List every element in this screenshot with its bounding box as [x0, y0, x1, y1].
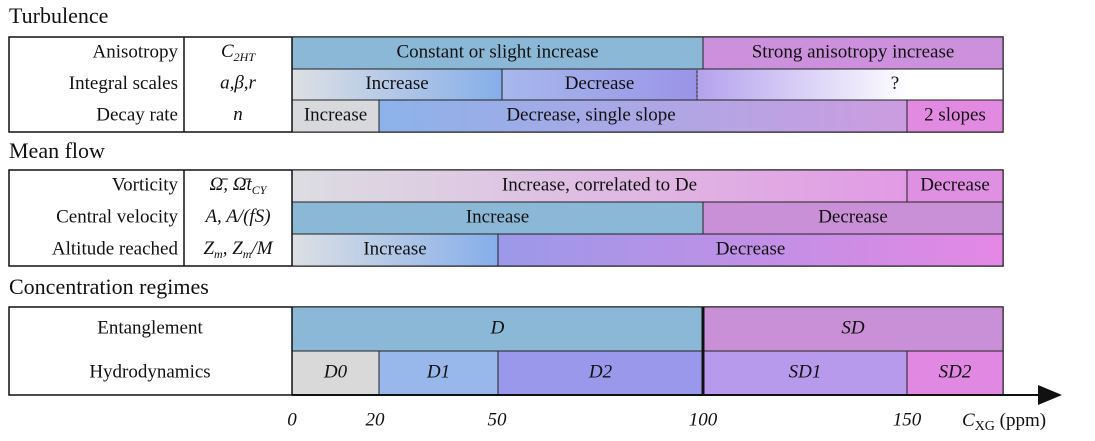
row-label: Integral scales	[69, 73, 178, 94]
segment-label: D2	[588, 361, 613, 382]
segment	[702, 36, 1004, 70]
segment-label: SD2	[939, 361, 972, 382]
row-symbol: a,β,r	[220, 73, 256, 94]
section-title: Mean flow	[9, 138, 105, 163]
segment-label: D0	[323, 361, 348, 382]
row-symbol: A, A/(fS)	[203, 206, 270, 227]
segment-label: D1	[426, 361, 450, 382]
segment-label: Decrease, single slope	[506, 104, 675, 125]
subscript: CY	[252, 183, 268, 197]
row-label: Altitude reached	[52, 238, 179, 259]
subscript: m	[243, 247, 252, 261]
axis-tick-label: 100	[689, 409, 718, 430]
segment-label: Constant or slight increase	[396, 41, 598, 62]
section-title: Turbulence	[9, 3, 108, 28]
text-part: Z	[203, 238, 214, 259]
segment-label: SD	[841, 317, 865, 338]
text-part: , Z	[223, 238, 244, 259]
segment	[291, 306, 704, 352]
row-label: Hydrodynamics	[89, 361, 210, 382]
segment	[291, 169, 908, 203]
segment	[702, 350, 908, 396]
segment-label: Increase	[363, 238, 426, 259]
row-label: Vorticity	[112, 174, 179, 195]
segment-label: Decrease	[818, 206, 888, 227]
row-label: Entanglement	[97, 317, 203, 338]
segment-label: Decrease	[716, 238, 786, 259]
segment-label: Increase	[365, 73, 428, 94]
text-part: A, A/(fS)	[203, 206, 270, 227]
segment	[906, 169, 1004, 203]
row-label: Anisotropy	[93, 41, 179, 62]
axis-tick-label: 50	[488, 409, 508, 430]
axis-tick-label: 150	[893, 409, 922, 430]
text-part: (ppm)	[995, 410, 1046, 431]
segment-label: SD1	[789, 361, 822, 382]
segment	[497, 350, 704, 396]
subscript: 2HT	[234, 50, 257, 64]
segment	[702, 201, 1004, 235]
segment	[501, 68, 698, 101]
text-part: a,β,r	[220, 73, 256, 94]
segment	[906, 99, 1004, 133]
row-symbol: Ω̄, Ω̄tCY	[210, 174, 268, 196]
segment	[291, 233, 499, 267]
segment-label: ?	[891, 73, 899, 94]
row-symbol: n	[233, 104, 243, 125]
segment	[497, 233, 1004, 267]
axis-label: CXG (ppm)	[962, 410, 1046, 434]
segment-label: Decrease	[565, 73, 635, 94]
subscript: XG	[975, 419, 995, 434]
segment-label: Increase	[304, 104, 367, 125]
text-part: C	[962, 410, 975, 431]
text-part: n	[233, 104, 243, 125]
segment-label: 2 slopes	[924, 104, 986, 125]
segment	[702, 306, 1004, 352]
row-label: Decay rate	[96, 104, 178, 125]
segment	[378, 350, 499, 396]
subscript: m	[214, 247, 223, 261]
segment-label: D	[490, 317, 505, 338]
row-symbol: Zm, Zm/M	[203, 238, 273, 260]
segment	[906, 350, 1004, 396]
text-part: C	[221, 41, 234, 62]
text-part: /M	[250, 238, 273, 259]
section-title: Concentration regimes	[9, 274, 209, 299]
segment	[378, 99, 908, 133]
segment-label: Increase	[466, 206, 529, 227]
segment-label: Increase, correlated to De	[502, 174, 697, 195]
segment-label: Decrease	[920, 174, 990, 195]
segment-label: Strong anisotropy increase	[752, 41, 955, 62]
segment	[291, 350, 380, 396]
text-part: Ω̄, Ω̄t	[210, 174, 253, 195]
axis-tick-label: 0	[287, 409, 297, 430]
axis-tick-label: 20	[366, 409, 386, 430]
row-symbol: C2HT	[221, 41, 256, 63]
segment	[696, 68, 1004, 101]
row-label: Central velocity	[56, 206, 178, 227]
